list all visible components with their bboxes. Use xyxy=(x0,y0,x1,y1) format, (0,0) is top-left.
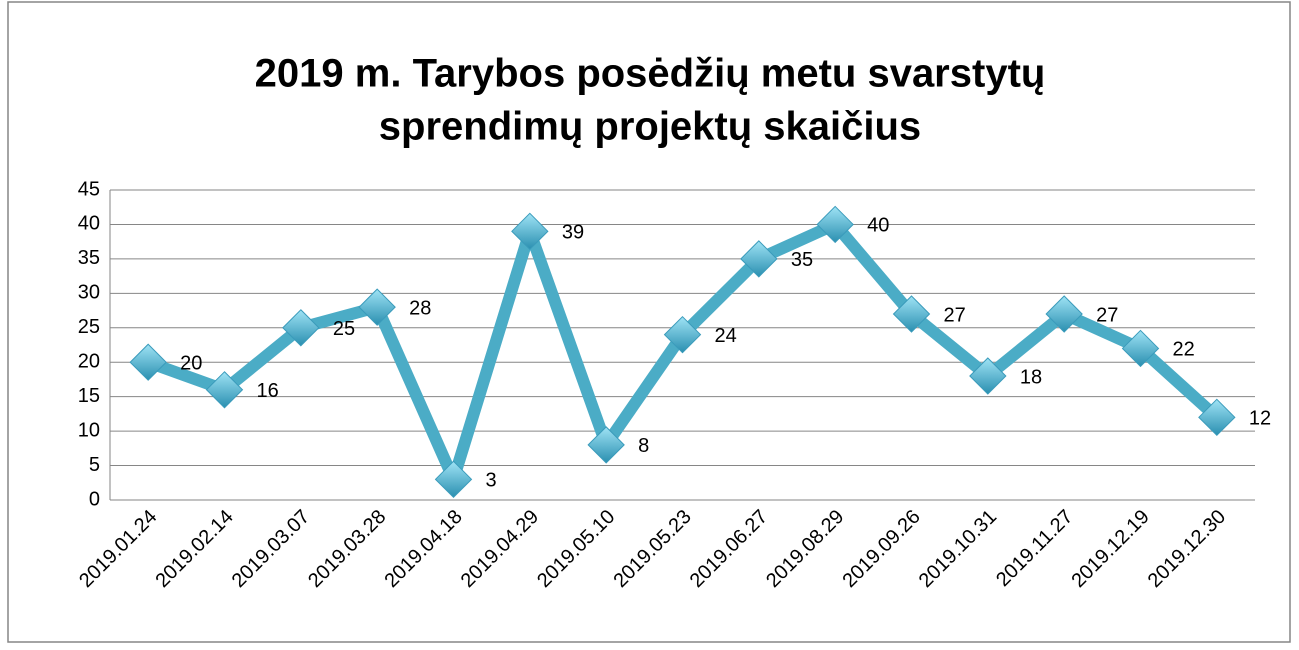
marker xyxy=(511,212,549,251)
y-tick-label: 0 xyxy=(89,488,100,510)
marker xyxy=(816,205,854,244)
data-label: 22 xyxy=(1173,339,1195,361)
marker xyxy=(358,288,396,326)
marker xyxy=(1198,398,1236,437)
marker xyxy=(1121,329,1160,368)
data-label: 18 xyxy=(1020,366,1042,388)
data-label: 20 xyxy=(180,353,202,375)
data-label: 39 xyxy=(562,222,584,244)
marker xyxy=(587,426,625,464)
y-tick-label: 25 xyxy=(78,316,100,338)
marker xyxy=(282,309,320,347)
data-label: 27 xyxy=(944,304,966,326)
data-label: 28 xyxy=(409,297,431,319)
marker xyxy=(892,295,931,333)
marker xyxy=(663,315,702,354)
chart-title: 2019 m. Tarybos posėdžių metu svarstytų xyxy=(255,52,1046,96)
data-label: 27 xyxy=(1096,304,1118,326)
marker xyxy=(740,240,778,278)
marker xyxy=(205,371,244,409)
y-tick-label: 10 xyxy=(78,419,100,441)
y-tick-label: 40 xyxy=(78,213,100,235)
data-label: 3 xyxy=(486,470,497,492)
y-tick-label: 35 xyxy=(78,247,100,269)
data-label: 35 xyxy=(791,249,813,271)
y-tick-label: 5 xyxy=(89,454,100,476)
data-label: 24 xyxy=(715,325,737,347)
data-label: 25 xyxy=(333,318,355,340)
y-tick-label: 15 xyxy=(78,385,100,407)
data-label: 16 xyxy=(257,380,279,402)
marker xyxy=(969,357,1007,395)
data-label: 40 xyxy=(867,215,889,237)
y-tick-label: 20 xyxy=(78,351,100,373)
marker xyxy=(1045,295,1083,333)
data-label: 8 xyxy=(638,435,649,457)
y-tick-label: 30 xyxy=(78,282,100,304)
y-tick-label: 45 xyxy=(78,178,100,200)
marker xyxy=(129,343,167,381)
chart-title: sprendimų projektų skaičius xyxy=(379,105,921,149)
marker xyxy=(434,460,473,499)
data-label: 12 xyxy=(1249,408,1271,430)
